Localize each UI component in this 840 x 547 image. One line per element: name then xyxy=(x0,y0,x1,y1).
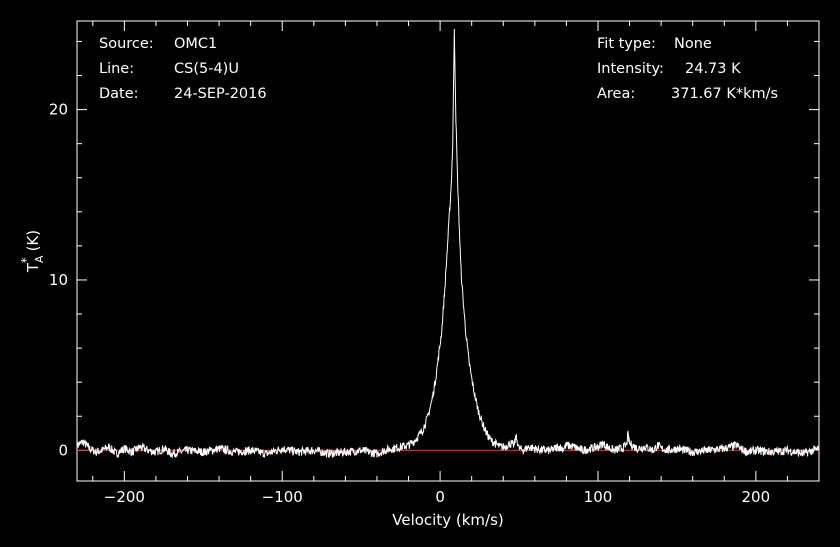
intensity-value: 24.73 K xyxy=(685,61,741,77)
y-axis-label: TA* (K) xyxy=(19,230,46,273)
date-label: Date: xyxy=(99,86,139,102)
plot-frame xyxy=(76,20,820,482)
line-value: CS(5-4)U xyxy=(174,61,239,77)
date-value: 24-SEP-2016 xyxy=(174,86,267,102)
x-tick-label: 200 xyxy=(742,488,771,506)
x-tick-label: 100 xyxy=(584,488,613,506)
x-tick-label: −200 xyxy=(104,488,145,506)
source-label: Source: xyxy=(99,36,154,52)
y-ticks: 0 10 20 xyxy=(49,40,819,459)
y-tick-label: 0 xyxy=(58,441,68,459)
intensity-label: Intensity: xyxy=(597,61,664,77)
fit-type-label: Fit type: xyxy=(597,36,656,52)
x-tick-label: −100 xyxy=(262,488,303,506)
y-axis-label-main: T xyxy=(24,262,42,273)
y-axis-label-sup: * xyxy=(19,257,33,263)
x-ticks: −200 −100 0 100 200 xyxy=(92,21,820,506)
y-tick-label: 20 xyxy=(49,101,68,119)
x-tick-label: 0 xyxy=(435,488,445,506)
source-value: OMC1 xyxy=(174,36,218,52)
x-axis-label: Velocity (km/s) xyxy=(392,511,503,529)
area-value: 371.67 K*km/s xyxy=(671,86,779,102)
y-tick-label: 10 xyxy=(49,271,68,289)
fit-type-value: None xyxy=(674,36,712,52)
area-label: Area: xyxy=(597,86,636,102)
y-axis-label-sub: A xyxy=(33,255,46,263)
line-label: Line: xyxy=(99,61,135,77)
spectrum-line xyxy=(76,29,820,459)
y-axis-label-unit: (K) xyxy=(24,230,42,252)
